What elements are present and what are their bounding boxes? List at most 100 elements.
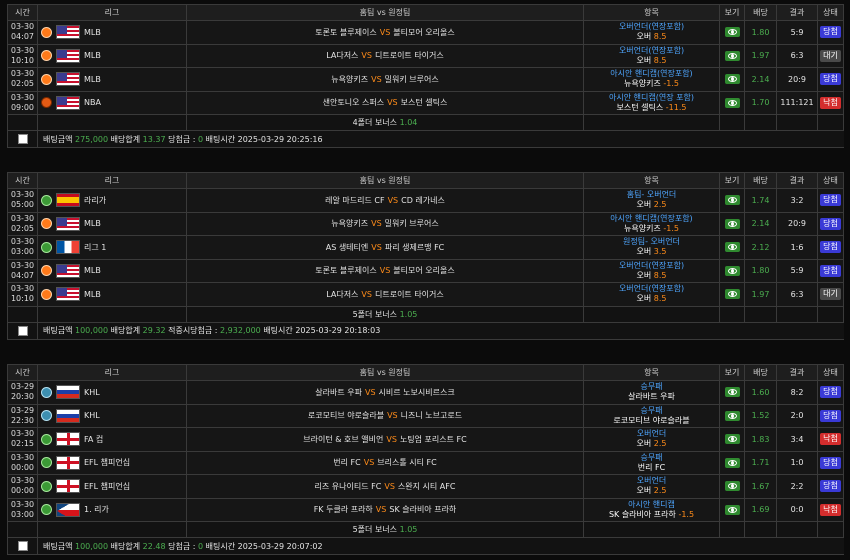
select-checkbox[interactable] [17, 325, 28, 336]
flag-us-icon [56, 263, 80, 278]
status-badge: 당첨 [820, 241, 841, 254]
home-team: LA다저스 [326, 51, 359, 61]
eye-icon[interactable] [724, 27, 740, 38]
score-result: 6:3 [776, 43, 818, 68]
flag-es-icon [56, 193, 80, 208]
summary-value: 22.48 [142, 541, 166, 551]
view-cell [719, 427, 745, 452]
header-row: 시간 리그 홈팀 vs 원정팀 항목 보기 배당 결과 상태 [7, 364, 844, 381]
away-team: 디트로이트 타이거스 [374, 51, 444, 61]
eye-icon[interactable] [724, 265, 740, 276]
status-cell: 낙첨 [817, 497, 844, 522]
league-cell: MLB [37, 43, 187, 68]
away-team: 볼티모어 오리올스 [393, 266, 455, 276]
match-cell: 번리 FC VS 브리스톨 시티 FC [186, 450, 584, 475]
eye-icon[interactable] [724, 457, 740, 468]
odds-value: 1.97 [744, 43, 777, 68]
match-date: 03-30 [10, 452, 35, 462]
slip-summary: 배팅금액 100,000 배당합계 29.32 적중시당첨금 : 2,932,0… [37, 321, 844, 340]
summary-value: 0 [197, 541, 204, 551]
score-result: 5:9 [776, 258, 818, 283]
match-cell: 뉴욕양키즈 VS 밀워키 브루어스 [186, 211, 584, 236]
header-row: 시간 리그 홈팀 vs 원정팀 항목 보기 배당 결과 상태 [7, 4, 844, 21]
status-badge: 낙첨 [820, 96, 841, 109]
bet-type: 승무패 [640, 405, 663, 415]
bet-line: 2.5 [653, 439, 667, 449]
eye-icon[interactable] [724, 195, 740, 206]
eye-icon[interactable] [724, 50, 740, 61]
bet-cell: 아시안 핸디캡(연장 포함) 보스턴 셀틱스 -11.5 [583, 90, 720, 115]
eye-icon[interactable] [724, 504, 740, 515]
league-cell: NBA [37, 90, 187, 115]
eye-icon[interactable] [724, 481, 740, 492]
soccer-icon [41, 457, 52, 469]
home-team: 리즈 유나이티드 FC [314, 481, 382, 491]
summary-label: 배팅시간 [205, 541, 236, 551]
bet-pick: 오버 [636, 55, 652, 65]
bet-pick-line: 오버 2.5 [585, 486, 719, 496]
league-name: MLB [84, 27, 101, 37]
match-time: 02:15 [10, 439, 35, 449]
eye-icon[interactable] [724, 410, 740, 421]
vs-label: VS [375, 505, 387, 515]
match-time: 02:05 [10, 223, 35, 233]
score-result: 1:6 [776, 235, 818, 260]
match-time: 10:10 [10, 55, 35, 65]
home-team: 로코모티브 야로슬라블 [307, 411, 385, 421]
bonus-label: 5폴더 보너스 [352, 525, 398, 534]
bet-type: 승무패 [640, 382, 663, 392]
slip-summary-row: 배팅금액 275,000 배당합계 13.37 당첨금 : 0 배팅시간 202… [7, 130, 844, 148]
eye-icon[interactable] [724, 242, 740, 253]
column-header-league: 리그 [37, 4, 187, 21]
vs-label: VS [384, 481, 395, 491]
summary-label: 배당합계 [110, 134, 141, 144]
slip-summary-row: 배팅금액 100,000 배당합계 22.48 당첨금 : 0 배팅시간 202… [7, 537, 844, 555]
summary-value: 100,000 [75, 541, 109, 551]
league-cell: 리그 1 [37, 235, 187, 260]
match-time-cell: 03-30 10:10 [7, 43, 38, 68]
soccer-icon [41, 433, 52, 445]
status-cell: 당첨 [817, 188, 844, 213]
status-cell: 당첨 [817, 235, 844, 260]
bet-type: 승무패 [640, 452, 663, 462]
bet-pick-line: 오버 8.5 [585, 294, 719, 304]
summary-value: 13.37 [142, 134, 166, 144]
eye-icon[interactable] [724, 289, 740, 300]
match-date: 03-30 [10, 237, 35, 247]
match-time-cell: 03-30 04:07 [7, 20, 38, 45]
eye-icon[interactable] [724, 387, 740, 398]
bet-cell: 원정팀- 오버언더 오버 3.5 [583, 235, 720, 260]
hockey-icon [41, 386, 52, 398]
eye-icon[interactable] [724, 218, 740, 229]
bet-pick-line: 오버 8.5 [585, 271, 719, 281]
home-team: 레알 마드리드 CF [325, 195, 385, 205]
league-name: EFL 챔피언십 [84, 458, 131, 468]
bet-line: -1.5 [678, 509, 695, 519]
eye-icon[interactable] [724, 74, 740, 85]
view-cell [719, 380, 745, 405]
eye-icon[interactable] [724, 97, 740, 108]
match-cell: 브라이턴 & 호브 앨비언 VS 노팅엄 포리스트 FC [186, 427, 584, 452]
view-cell [719, 188, 745, 213]
bet-row: 03-30 02:15 FA 컵 브라이턴 & 호브 앨비언 VS 노팅엄 포리스트 FC… [7, 427, 844, 452]
bet-row: 03-30 00:00 EFL 챔피언십 리즈 유나이티드 FC VS 스완지 시티 AF… [7, 474, 844, 499]
eye-icon[interactable] [724, 434, 740, 445]
away-team: 시비르 노보시비르스크 [378, 387, 455, 397]
vs-label: VS [371, 242, 382, 252]
bet-pick: 뉴욕양키즈 [624, 79, 661, 89]
view-cell [719, 282, 745, 307]
bet-line: 2.5 [653, 486, 667, 496]
view-cell [719, 211, 745, 236]
flag-ru-icon [56, 385, 80, 400]
select-checkbox[interactable] [17, 541, 28, 551]
bet-pick: 보스턴 셀틱스 [616, 102, 664, 112]
match-time-cell: 03-30 03:00 [7, 235, 38, 260]
bonus-spacer [7, 521, 38, 538]
column-header-odds: 배당 [744, 172, 777, 189]
summary-value: 100,000 [75, 326, 109, 335]
home-team: AS 생테티엔 [325, 242, 369, 252]
view-cell [719, 67, 745, 92]
bet-line: -1.5 [663, 79, 679, 89]
summary-value: 2025-03-29 20:07:02 [237, 541, 323, 551]
select-checkbox[interactable] [17, 134, 28, 144]
